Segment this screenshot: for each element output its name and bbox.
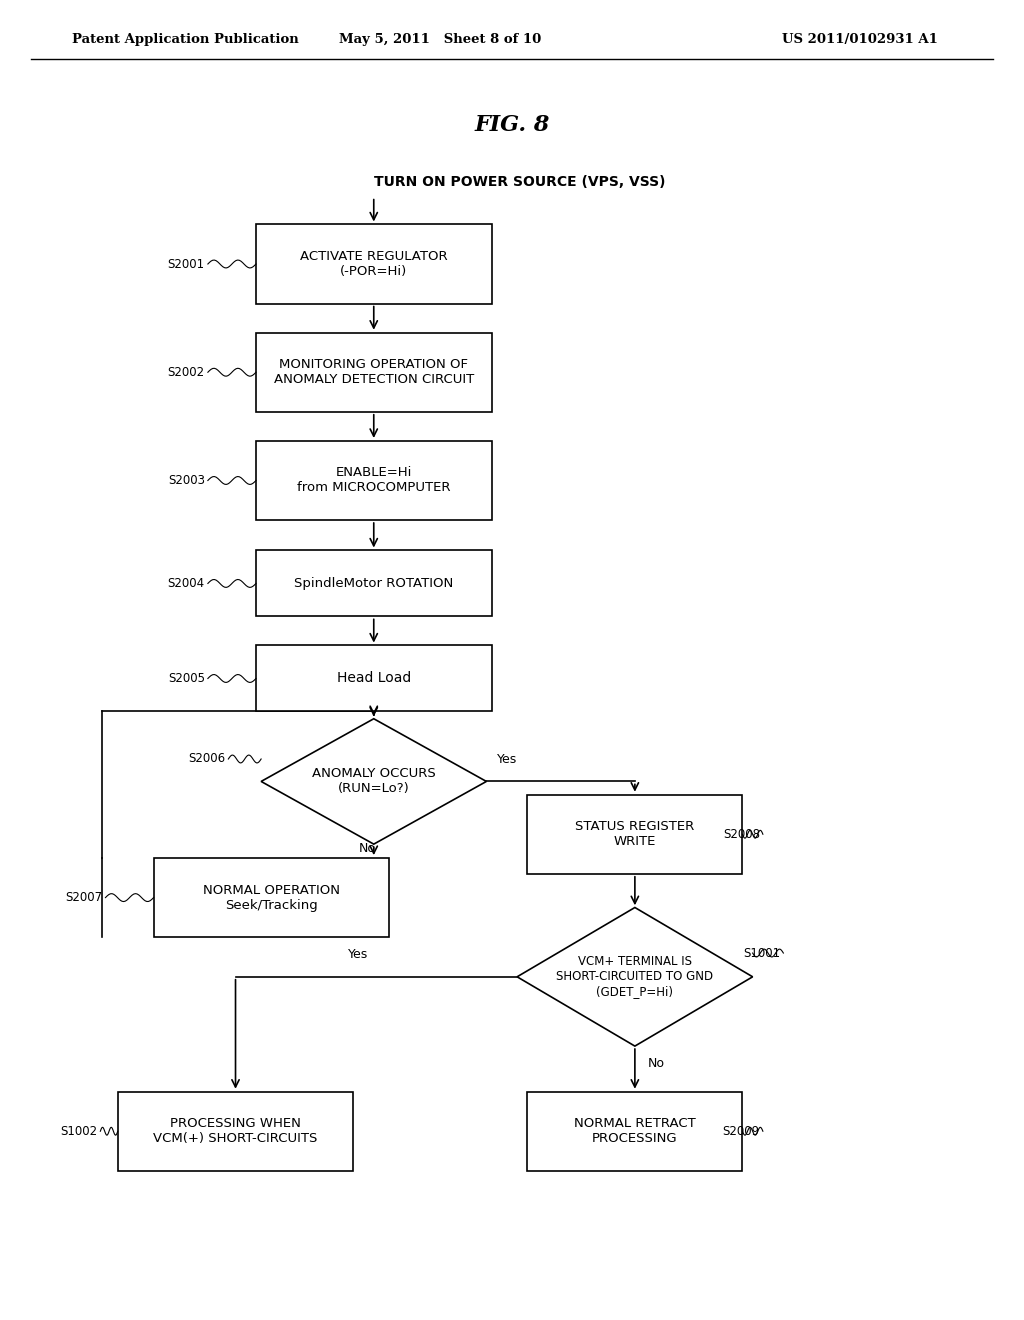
Text: ENABLE=Hi
from MICROCOMPUTER: ENABLE=Hi from MICROCOMPUTER [297,466,451,495]
Text: S2004: S2004 [168,577,205,590]
Text: PROCESSING WHEN
VCM(+) SHORT-CIRCUITS: PROCESSING WHEN VCM(+) SHORT-CIRCUITS [154,1117,317,1146]
FancyBboxPatch shape [256,224,492,304]
FancyBboxPatch shape [256,441,492,520]
FancyBboxPatch shape [118,1092,353,1171]
Text: Yes: Yes [348,948,369,961]
Text: FIG. 8: FIG. 8 [474,115,550,136]
Polygon shape [517,908,753,1045]
Polygon shape [261,718,486,845]
Text: S2002: S2002 [168,366,205,379]
Text: No: No [648,1056,666,1069]
Text: Head Load: Head Load [337,672,411,685]
Text: S2008: S2008 [723,828,760,841]
Text: US 2011/0102931 A1: US 2011/0102931 A1 [782,33,938,46]
Text: May 5, 2011   Sheet 8 of 10: May 5, 2011 Sheet 8 of 10 [339,33,542,46]
Text: NORMAL OPERATION
Seek/Tracking: NORMAL OPERATION Seek/Tracking [203,883,340,912]
FancyBboxPatch shape [256,333,492,412]
Text: Patent Application Publication: Patent Application Publication [72,33,298,46]
Text: NORMAL RETRACT
PROCESSING: NORMAL RETRACT PROCESSING [574,1117,695,1146]
Text: ACTIVATE REGULATOR
(-POR=Hi): ACTIVATE REGULATOR (-POR=Hi) [300,249,447,279]
Text: SpindleMotor ROTATION: SpindleMotor ROTATION [294,577,454,590]
Text: ANOMALY OCCURS
(RUN=Lo?): ANOMALY OCCURS (RUN=Lo?) [312,767,435,796]
Text: S2007: S2007 [66,891,102,904]
FancyBboxPatch shape [154,858,389,937]
Text: TURN ON POWER SOURCE (VPS, VSS): TURN ON POWER SOURCE (VPS, VSS) [374,176,666,189]
Text: VCM+ TERMINAL IS
SHORT-CIRCUITED TO GND
(GDET_P=Hi): VCM+ TERMINAL IS SHORT-CIRCUITED TO GND … [556,956,714,998]
Text: S2009: S2009 [723,1125,760,1138]
Text: S2006: S2006 [188,752,225,766]
Text: STATUS REGISTER
WRITE: STATUS REGISTER WRITE [575,820,694,849]
Text: S2003: S2003 [168,474,205,487]
Text: S2001: S2001 [168,257,205,271]
FancyBboxPatch shape [527,795,742,874]
Text: No: No [358,842,376,855]
FancyBboxPatch shape [527,1092,742,1171]
Text: S1001: S1001 [743,946,780,960]
Text: S2005: S2005 [168,672,205,685]
Text: MONITORING OPERATION OF
ANOMALY DETECTION CIRCUIT: MONITORING OPERATION OF ANOMALY DETECTIO… [273,358,474,387]
Text: S1002: S1002 [60,1125,97,1138]
FancyBboxPatch shape [256,645,492,711]
FancyBboxPatch shape [256,550,492,616]
Text: Yes: Yes [497,752,517,766]
